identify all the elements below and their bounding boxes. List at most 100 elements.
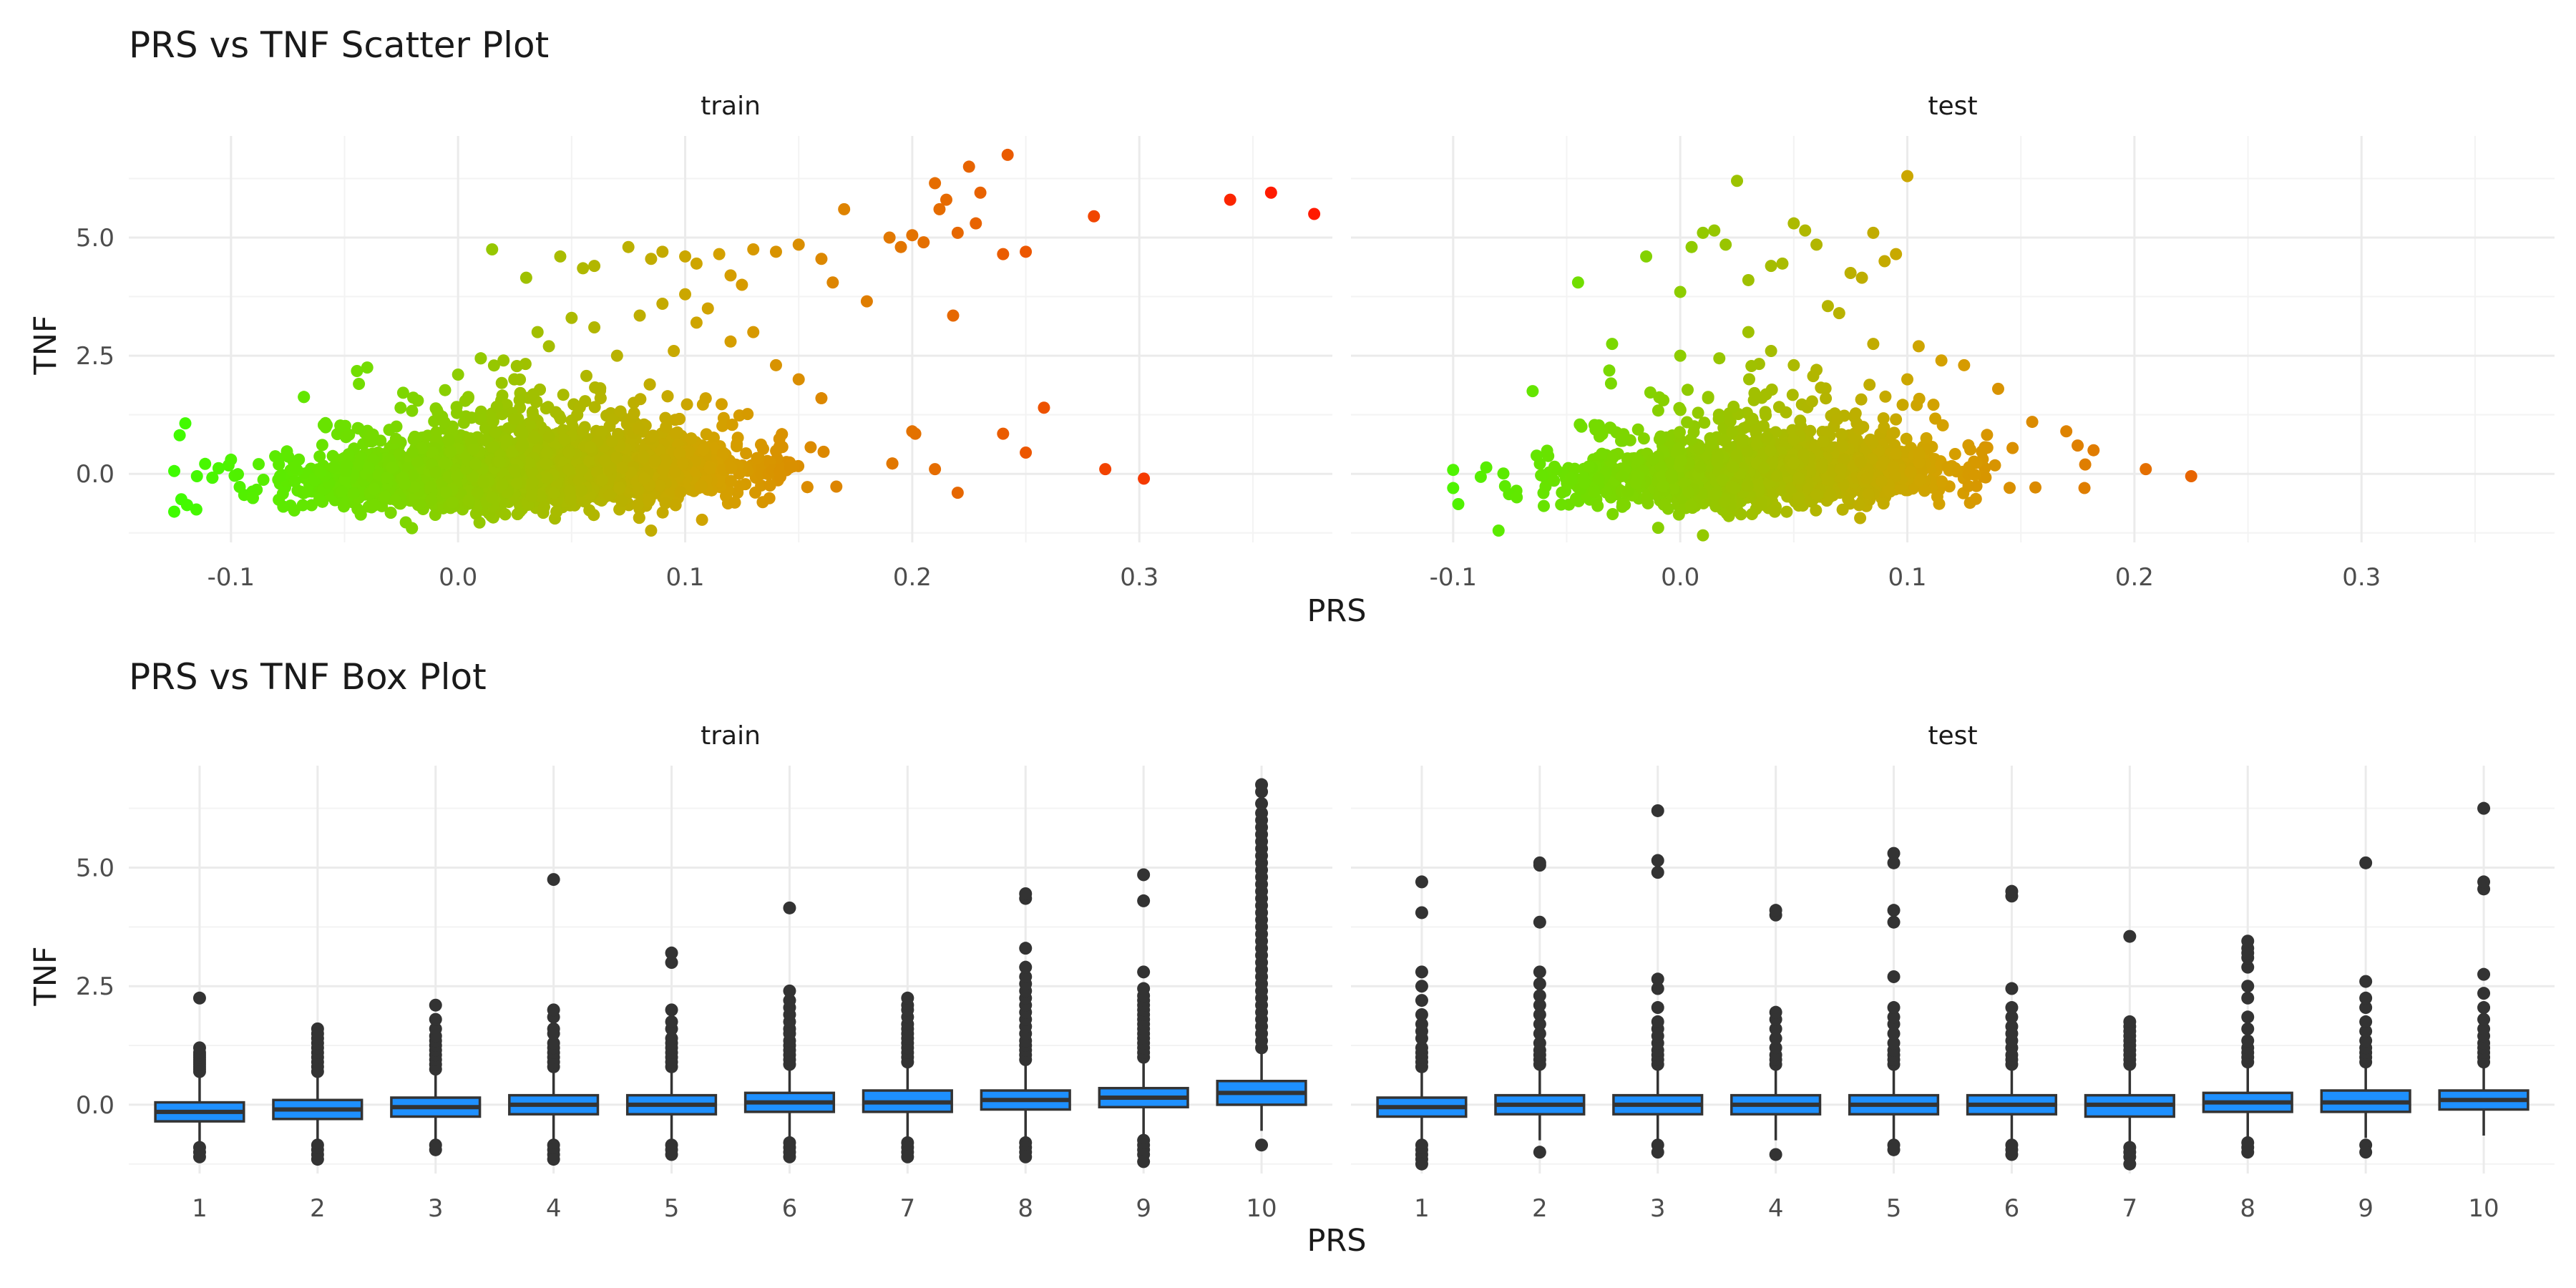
data-point: [318, 419, 330, 431]
data-point: [334, 419, 347, 432]
x-tick-label: 0.3: [2342, 563, 2381, 592]
data-point: [547, 487, 560, 499]
data-point: [1020, 245, 1033, 258]
data-point: [424, 480, 437, 493]
data-point: [1927, 399, 1940, 411]
data-point: [656, 297, 669, 310]
data-point: [595, 425, 608, 438]
data-point: [406, 522, 419, 535]
data-point: [603, 489, 616, 502]
data-point: [246, 492, 259, 504]
scatter-x-axis-title: PRS: [1307, 593, 1366, 629]
data-point: [416, 441, 429, 454]
data-point: [438, 457, 451, 469]
data-point: [1099, 463, 1112, 476]
data-point: [314, 466, 326, 479]
data-point: [1498, 479, 1511, 492]
data-point: [679, 288, 692, 301]
data-point: [774, 465, 786, 478]
data-point: [562, 463, 575, 476]
data-point: [588, 401, 601, 414]
data-point: [701, 302, 714, 315]
data-point: [425, 494, 438, 507]
data-point: [699, 392, 712, 405]
data-point: [489, 426, 502, 439]
data-point: [679, 250, 692, 263]
data-point: [368, 483, 381, 496]
data-point: [340, 431, 353, 444]
data-point: [515, 440, 528, 453]
data-point: [1815, 381, 1828, 394]
data-point: [179, 417, 192, 430]
data-point: [407, 391, 419, 404]
facet-strip-label: test: [1928, 92, 1977, 121]
x-tick-label: 0.0: [439, 563, 477, 592]
data-point: [1970, 457, 1983, 469]
data-point: [487, 415, 499, 428]
data-point: [659, 411, 672, 424]
data-point: [1138, 472, 1151, 485]
data-point: [815, 253, 828, 265]
data-point: [274, 469, 286, 482]
data-point: [465, 411, 478, 424]
data-point: [647, 429, 660, 442]
data-point: [462, 494, 475, 507]
data-point: [616, 462, 629, 474]
data-point: [550, 505, 563, 518]
x-tick-label: 0.1: [665, 563, 704, 592]
x-tick-label: -0.1: [208, 563, 255, 592]
data-point: [451, 406, 463, 419]
data-point: [906, 425, 919, 438]
data-point: [1989, 459, 2001, 472]
data-point: [740, 447, 753, 460]
data-point: [638, 472, 650, 485]
data-point: [510, 477, 523, 490]
data-point: [1855, 393, 1868, 406]
data-point: [213, 462, 225, 474]
data-point: [637, 451, 650, 464]
y-tick-label: 0.0: [76, 460, 114, 489]
data-point: [815, 392, 828, 405]
data-point: [970, 217, 982, 230]
data-point: [951, 487, 964, 499]
data-point: [406, 469, 419, 482]
data-point: [473, 516, 486, 529]
data-point: [1264, 186, 1277, 199]
data-point: [439, 384, 452, 396]
data-point: [997, 248, 1010, 260]
data-point: [414, 498, 426, 511]
scatter-panel-test: test-0.1 0.0 0.1 0.2 0.3: [1351, 92, 2555, 592]
data-point: [1786, 389, 1799, 401]
data-point: [792, 373, 805, 386]
data-point: [660, 421, 673, 434]
data-point: [657, 464, 670, 477]
data-point: [747, 326, 760, 338]
data-point: [541, 447, 554, 459]
data-point: [951, 226, 964, 239]
data-point: [477, 476, 490, 489]
data-point: [430, 426, 443, 439]
data-point: [610, 349, 623, 362]
data-point: [728, 496, 741, 509]
data-point: [506, 445, 519, 458]
data-point: [634, 393, 647, 406]
data-point: [747, 243, 760, 256]
data-point: [233, 481, 246, 493]
data-point: [577, 262, 590, 275]
data-point: [511, 508, 524, 520]
data-point: [1692, 406, 1704, 419]
data-point: [313, 450, 326, 463]
data-point: [490, 401, 503, 413]
data-point: [726, 419, 738, 431]
data-point: [524, 419, 537, 432]
data-point: [1038, 401, 1050, 414]
data-point: [929, 463, 942, 476]
data-point: [763, 479, 776, 492]
data-point: [522, 457, 535, 469]
data-point: [707, 431, 720, 444]
data-point: [507, 413, 520, 426]
data-point: [496, 478, 509, 491]
data-point: [860, 295, 873, 308]
data-point: [368, 499, 381, 512]
data-point: [589, 381, 602, 394]
